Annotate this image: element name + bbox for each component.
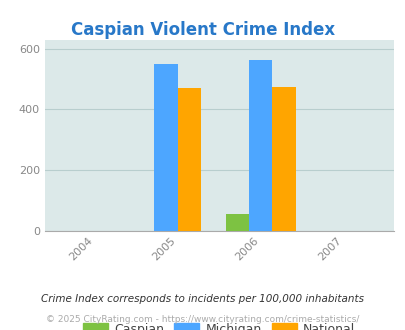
- Bar: [177, 88, 200, 231]
- Text: © 2025 CityRating.com - https://www.cityrating.com/crime-statistics/: © 2025 CityRating.com - https://www.city…: [46, 315, 359, 324]
- Bar: [225, 214, 249, 231]
- Bar: [154, 64, 177, 231]
- Text: Caspian Violent Crime Index: Caspian Violent Crime Index: [71, 21, 334, 40]
- Bar: [249, 60, 272, 231]
- Legend: Caspian, Michigan, National: Caspian, Michigan, National: [78, 318, 360, 330]
- Text: Crime Index corresponds to incidents per 100,000 inhabitants: Crime Index corresponds to incidents per…: [41, 294, 364, 304]
- Bar: [272, 87, 295, 231]
